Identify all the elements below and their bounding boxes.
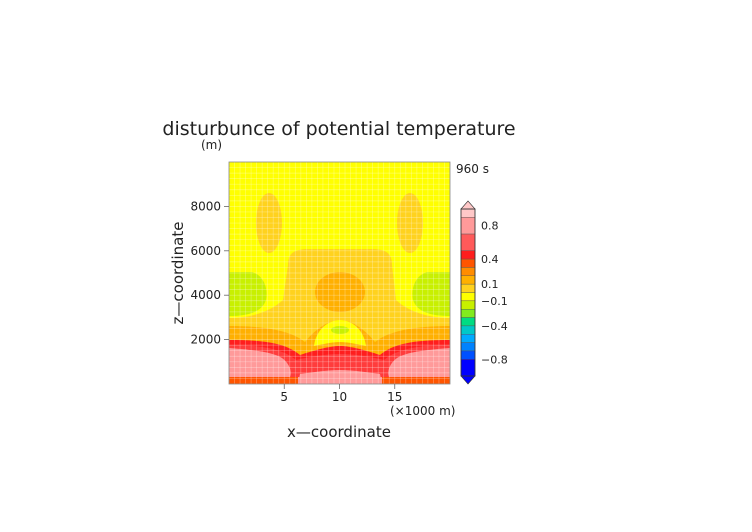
colorbar-segment (460, 309, 476, 318)
x-axis: 5 10 15 (280, 384, 402, 404)
y-tick-label: 2000 (190, 333, 221, 347)
x-tick-label: 10 (332, 390, 347, 404)
chart-title: disturbunce of potential temperature (162, 118, 515, 140)
colorbar-segment (460, 300, 476, 310)
colorbar-tick-label: −0.1 (481, 295, 508, 308)
lower-right-pink (388, 348, 450, 377)
colorbar-segment (460, 359, 476, 377)
colorbar-max-arrow (460, 200, 476, 210)
colorbar-segment (460, 350, 476, 360)
colorbar-tick-label: 0.4 (481, 253, 499, 266)
colorbar-min-arrow (460, 375, 476, 385)
colorbar-segment (460, 275, 476, 285)
x-tick-label: 15 (387, 390, 402, 404)
time-label: 960 s (456, 162, 489, 176)
colorbar-segment (460, 334, 476, 343)
upper-right-warm-cell (397, 193, 423, 253)
y-tick-label: 6000 (190, 244, 221, 258)
colorbar-segment (460, 267, 476, 277)
colorbar-segment (460, 208, 476, 218)
colorbar-tick-label: −0.4 (481, 320, 508, 333)
colorbar-segment (460, 217, 476, 235)
right-cool-cell (412, 272, 450, 316)
y-axis: 2000 4000 6000 8000 (190, 199, 229, 347)
central-core (315, 272, 365, 312)
colorbar-segment (460, 258, 476, 268)
left-cool-cell (229, 272, 267, 316)
colorbar-segment (460, 325, 476, 335)
grid-lines (229, 162, 450, 384)
upper-left-warm-cell (256, 193, 282, 253)
colorbar-segment (460, 283, 476, 293)
colorbar-segment (460, 317, 476, 327)
x-tick-label: 5 (280, 390, 288, 404)
y-tick-label: 8000 (190, 199, 221, 213)
plot-area (229, 162, 450, 384)
colorbar-tick-label: −0.8 (481, 353, 508, 366)
y-unit-label: (m) (201, 138, 222, 152)
colorbar-segment (460, 233, 476, 251)
colorbar-tick-label: 0.1 (481, 278, 499, 291)
colorbar-segment (460, 342, 476, 352)
colorbar: 0.8 0.4 0.1 −0.1 −0.4 −0.8 (460, 200, 508, 385)
x-axis-label: x—coordinate (287, 423, 391, 441)
colorbar-frame (460, 208, 476, 377)
colorbar-segment (460, 292, 476, 302)
lower-left-pink (229, 348, 291, 377)
y-tick-label: 4000 (190, 288, 221, 302)
colorbar-segment (460, 250, 476, 260)
y-axis-label: z—coordinate (169, 222, 187, 325)
central-cool-dot (331, 326, 349, 334)
x-unit-label: (×1000 m) (390, 404, 455, 418)
bottom-orange-strip-center (298, 377, 382, 384)
colorbar-tick-label: 0.8 (481, 220, 499, 233)
